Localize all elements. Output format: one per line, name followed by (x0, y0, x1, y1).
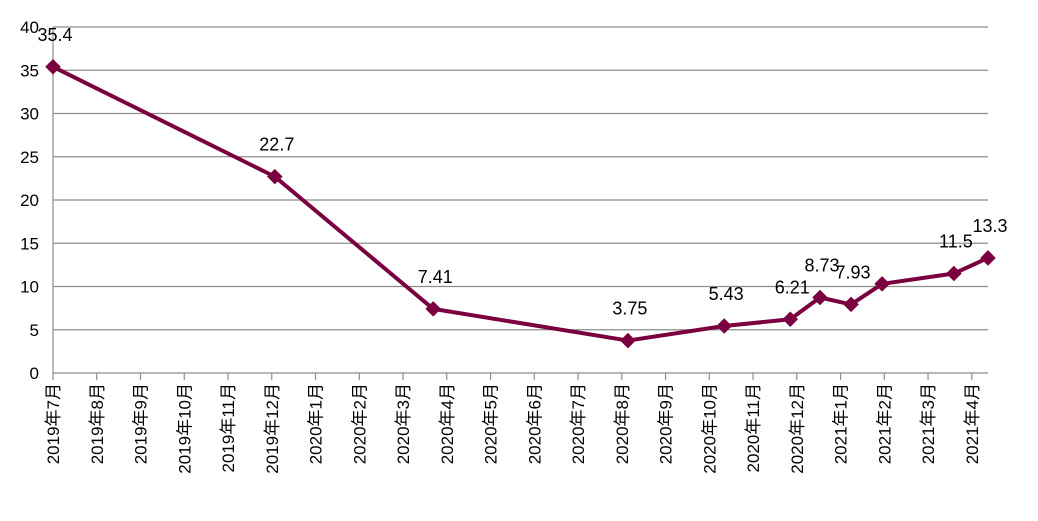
marker (946, 265, 962, 282)
x-tick-label: 2020年11月 (744, 383, 763, 472)
marker (620, 332, 636, 349)
y-tick-label: 10 (20, 278, 39, 297)
data-label: 13.3 (972, 216, 1007, 236)
data-label: 5.43 (709, 284, 744, 304)
marker (45, 59, 61, 75)
y-tick-label: 0 (30, 364, 39, 383)
data-label: 7.93 (836, 262, 871, 282)
x-tick-label: 2020年12月 (788, 383, 807, 474)
x-tick-label: 2020年5月 (482, 383, 501, 464)
x-tick-label: 2020年6月 (525, 383, 544, 464)
x-tick-label: 2021年2月 (875, 383, 894, 464)
data-label: 6.21 (775, 277, 810, 297)
y-tick-label: 40 (20, 18, 39, 37)
marker (980, 250, 996, 266)
x-tick-label: 2021年1月 (832, 383, 851, 464)
data-label: 3.75 (612, 299, 647, 319)
marker (716, 318, 732, 334)
x-tick-label: 2019年7月 (44, 383, 63, 464)
x-tick-label: 2021年4月 (963, 383, 982, 464)
x-tick-label: 2020年4月 (438, 383, 457, 464)
x-tick-label: 2019年9月 (132, 383, 151, 464)
y-tick-label: 35 (20, 61, 39, 80)
data-label: 11.5 (939, 232, 973, 252)
x-tick-label: 2020年7月 (569, 383, 588, 464)
x-tick-label: 2020年9月 (657, 383, 676, 464)
y-tick-label: 5 (30, 321, 39, 340)
data-label: 7.41 (418, 267, 453, 287)
x-tick-label: 2020年8月 (613, 383, 632, 464)
x-tick-label: 2020年10月 (700, 383, 719, 474)
x-tick-label: 2019年12月 (263, 383, 282, 474)
y-tick-label: 15 (20, 234, 39, 253)
x-tick-label: 2020年1月 (307, 383, 326, 464)
x-tick-label: 2020年3月 (394, 383, 413, 464)
marker (267, 168, 283, 185)
x-tick-label: 2020年2月 (350, 383, 369, 464)
data-label: 35.4 (37, 25, 72, 45)
x-tick-label: 2019年8月 (88, 383, 107, 464)
data-label: 8.73 (804, 255, 839, 275)
line (52, 64, 989, 343)
y-tick-label: 20 (20, 191, 39, 210)
x-tick-label: 2021年3月 (919, 383, 938, 464)
y-tick-label: 25 (20, 148, 39, 167)
data-label: 22.7 (259, 135, 294, 155)
x-tick-label: 2019年11月 (219, 383, 238, 472)
x-tick-label: 2019年10月 (175, 383, 194, 474)
y-tick-label: 30 (20, 105, 39, 124)
